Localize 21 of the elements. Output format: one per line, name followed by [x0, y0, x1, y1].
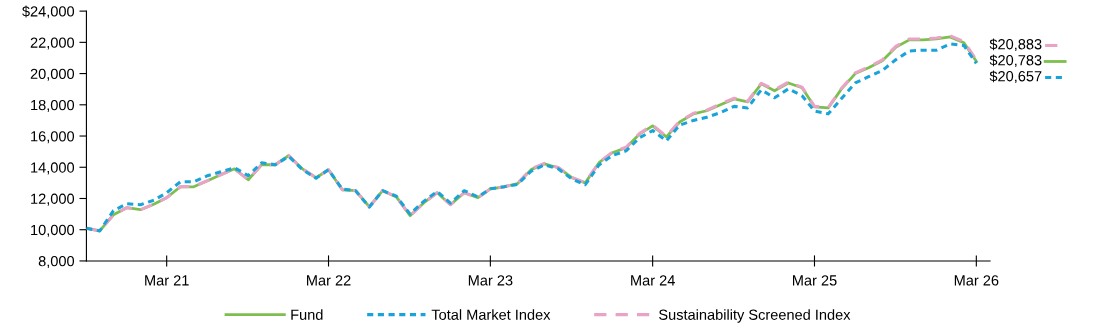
y-tick-label: 14,000: [31, 162, 75, 175]
y-tick-label: $24,000: [22, 5, 75, 19]
x-tick-label: Mar 25: [792, 275, 837, 286]
y-tick-label: 12,000: [31, 193, 75, 206]
y-tick-label: 10,000: [31, 224, 75, 237]
y-tick-label: 16,000: [31, 131, 75, 144]
x-tick-label: Mar 22: [307, 275, 351, 286]
legend-label: Sustainability Screened Index: [659, 309, 851, 323]
y-tick-label: 22,000: [30, 37, 75, 50]
data-label: $20,657: [989, 70, 1042, 84]
legend-label: Fund: [291, 309, 323, 320]
x-tick-label: Mar 26: [954, 275, 999, 286]
x-tick-label: Mar 21: [145, 275, 189, 286]
data-label: $20,883: [989, 38, 1042, 52]
x-tick-label: Mar 23: [468, 275, 513, 286]
x-tick-label: Mar 24: [631, 275, 675, 286]
y-tick-label: 8,000: [38, 256, 75, 269]
data-label: $20,783: [989, 54, 1042, 68]
legend-label: Total Market Index: [431, 309, 551, 320]
y-tick-label: 18,000: [31, 99, 75, 112]
y-tick-label: 20,000: [30, 68, 75, 81]
